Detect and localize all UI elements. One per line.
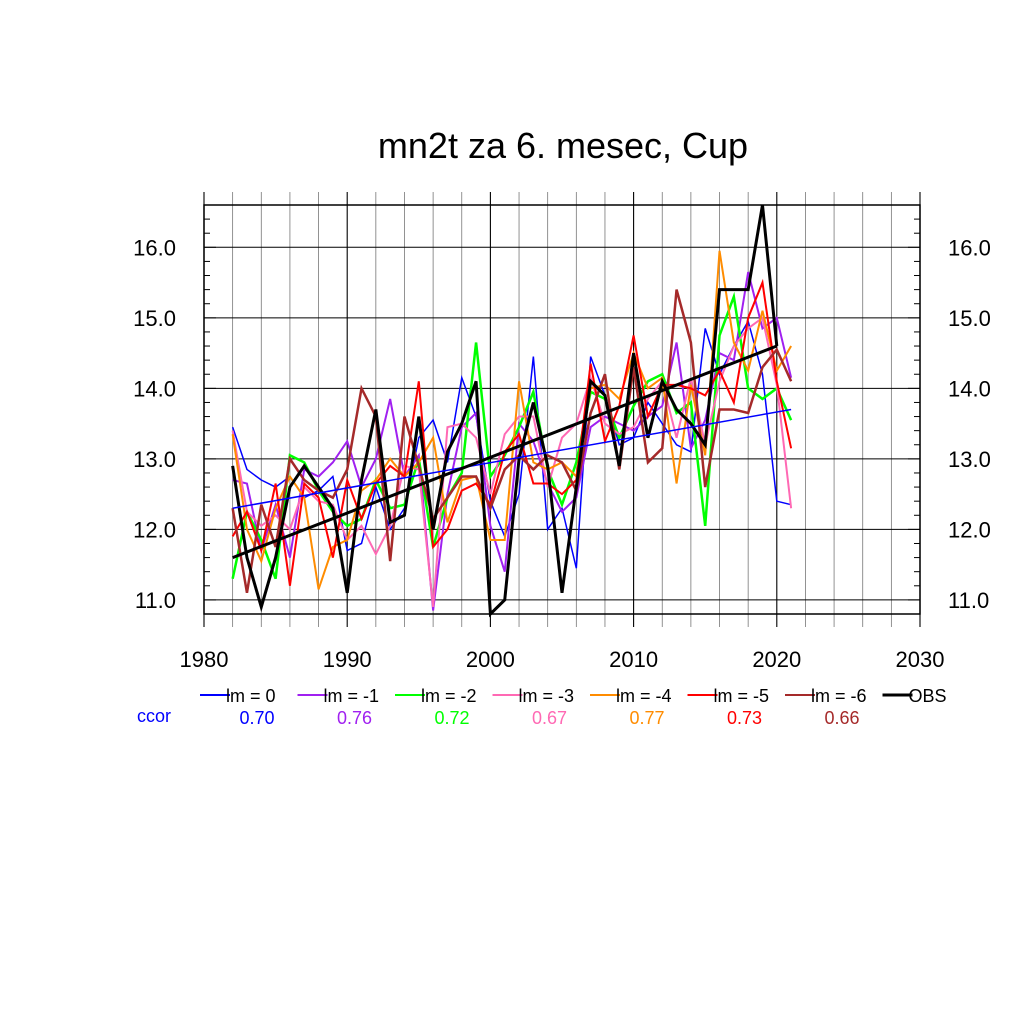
y-tick-label-right: 15.0 — [948, 306, 991, 331]
y-tick-label-left: 11.0 — [135, 588, 176, 613]
series-line-lm-5 — [231, 278, 793, 586]
x-tick-label: 2020 — [752, 647, 801, 672]
legend-label: lm = -2 — [421, 686, 477, 706]
trend-lines — [232, 344, 792, 559]
legend-ccor-value: 0.77 — [629, 708, 664, 728]
x-tick-label: 1990 — [323, 647, 372, 672]
y-tick-label-left: 13.0 — [133, 447, 176, 472]
obs-trend-line — [232, 344, 778, 559]
legend-ccor-value: 0.66 — [824, 708, 859, 728]
series-line-lm-2 — [231, 291, 793, 580]
series-lines — [231, 204, 793, 618]
plot-frame — [203, 204, 921, 615]
x-tick-label: 2000 — [466, 647, 515, 672]
legend-ccor-value: 0.72 — [434, 708, 469, 728]
legend-label: lm = -3 — [519, 686, 575, 706]
legend-ccor-value: 0.70 — [239, 708, 274, 728]
model-trend-line — [232, 408, 792, 509]
axis-ticks — [204, 204, 920, 615]
legend-label: lm = 0 — [226, 686, 276, 706]
y-tick-label-left: 12.0 — [133, 517, 176, 542]
legend-ccor-value: 0.73 — [727, 708, 762, 728]
y-tick-label-right: 16.0 — [948, 235, 991, 260]
x-tick-label: 2010 — [609, 647, 658, 672]
series-line-obs — [231, 204, 779, 618]
legend: ccor lm = 00.70 lm = -10.76 lm = -20.72 lm =… — [137, 686, 947, 728]
legend-ccor-value: 0.67 — [532, 708, 567, 728]
y-tick-label-right: 11.0 — [948, 588, 989, 613]
legend-label: lm = -6 — [811, 686, 867, 706]
ccor-label: ccor — [137, 706, 171, 726]
chart-title: mn2t za 6. mesec, Cup — [378, 125, 748, 166]
x-tick-label: 1980 — [180, 647, 229, 672]
legend-label: OBS — [909, 686, 947, 706]
legend-ccor-value: 0.76 — [337, 708, 372, 728]
y-tick-label-right: 14.0 — [948, 376, 991, 401]
y-tick-label-left: 16.0 — [133, 235, 176, 260]
y-tick-label-right: 13.0 — [948, 447, 991, 472]
legend-label: lm = -5 — [714, 686, 770, 706]
y-tick-label-left: 15.0 — [133, 306, 176, 331]
y-tick-label-right: 12.0 — [948, 517, 991, 542]
legend-label: lm = -4 — [616, 686, 672, 706]
axis-tick-labels: 1980 1990 2000 2010 2020 2030 11.0 11.0 12.0 12.0… — [133, 235, 991, 672]
series-line-lm-6 — [231, 289, 793, 594]
x-tick-label: 2030 — [896, 647, 945, 672]
grid — [203, 192, 921, 627]
legend-label: lm = -1 — [324, 686, 380, 706]
y-tick-label-left: 14.0 — [133, 376, 176, 401]
